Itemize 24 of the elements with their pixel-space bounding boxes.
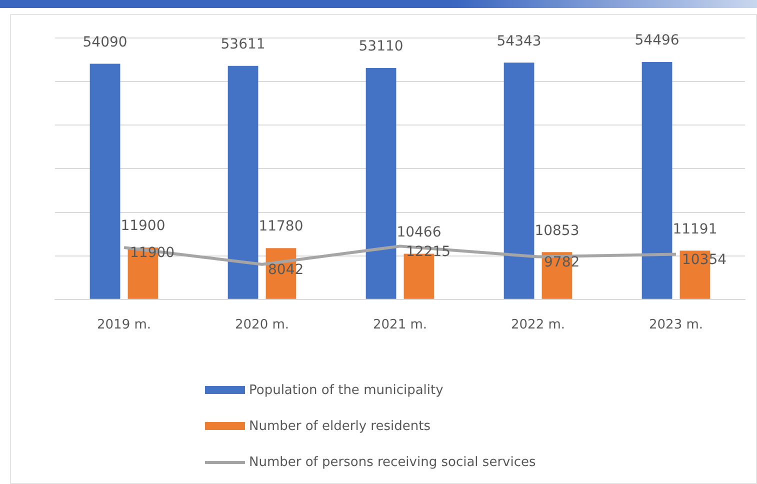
data-label: 11191 xyxy=(672,221,718,238)
bar xyxy=(504,62,534,299)
legend-label: Number of elderly residents xyxy=(249,418,430,434)
legend-label: Population of the municipality xyxy=(249,382,444,398)
bar xyxy=(642,62,672,299)
bar xyxy=(228,66,258,299)
x-tick-label: 2023 m. xyxy=(648,318,704,333)
data-label: 53611 xyxy=(220,36,266,52)
legend-label: Number of persons receiving social services xyxy=(249,454,536,470)
x-tick-label: 2020 m. xyxy=(234,318,290,333)
data-label: 54343 xyxy=(496,33,542,50)
x-tick-label: 2022 m. xyxy=(510,318,566,333)
data-label: 11900 xyxy=(130,245,175,262)
data-label: 11780 xyxy=(258,218,304,235)
data-label: 54496 xyxy=(634,32,680,49)
x-tick-label: 2021 m. xyxy=(372,318,428,333)
bar xyxy=(366,68,396,299)
data-label: 10853 xyxy=(534,222,580,239)
bar xyxy=(90,64,120,299)
data-label: 10466 xyxy=(396,224,442,240)
x-tick-label: 2019 m. xyxy=(96,318,152,333)
data-label: 54090 xyxy=(82,34,128,50)
data-label: 53110 xyxy=(358,38,404,55)
data-label: 11900 xyxy=(120,218,166,234)
